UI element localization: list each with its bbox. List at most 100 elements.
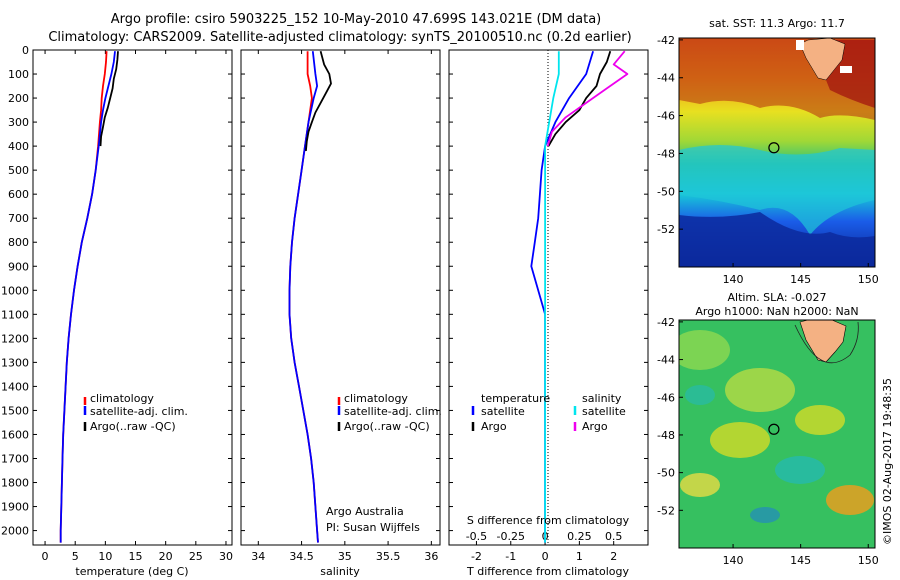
x-tick-label: 25 (189, 550, 203, 563)
map-y-tick-label: -50 (657, 467, 675, 480)
map-y-tick-label: -44 (657, 354, 675, 367)
s-diff-tick-label: 0.5 (605, 530, 623, 543)
sla-map-panel: Altim. SLA: -0.027 Argo h1000: NaN h2000… (657, 291, 879, 567)
legend-label-temp-argo: Argo (481, 420, 507, 433)
figure-title-line2: Climatology: CARS2009. Satellite-adjuste… (48, 30, 631, 45)
t-difference-xlabel: T difference from climatology (466, 565, 629, 578)
legend-title-salinity: salinity (582, 392, 622, 405)
legend-label-satellite-adj: satellite-adj. clim. (90, 405, 188, 418)
s-diff-tick-label: -0.5 (466, 530, 487, 543)
series-line-satellite-adj-clim- (288, 51, 319, 543)
sst-field (679, 38, 875, 267)
salinity-x-axis: 34 34.5 35 35.5 36 (251, 50, 438, 563)
map-y-tick-label: -44 (657, 72, 675, 85)
depth-tick-label: 400 (8, 140, 29, 153)
depth-tick-label: 300 (8, 116, 29, 129)
series-line-argo-raw-qc- (99, 51, 119, 147)
depth-tick-label: 2000 (1, 525, 29, 538)
series-line-satellite-adj-clim- (59, 51, 116, 543)
depth-tick-label: 1800 (1, 477, 29, 490)
sla-blob (725, 368, 795, 412)
map-x-tick-label: 145 (790, 273, 811, 286)
t-diff-tick-label: -1 (505, 550, 516, 563)
salinity-xlabel: salinity (320, 565, 360, 578)
sla-blob (685, 385, 715, 405)
x-tick-label: 35 (338, 550, 352, 563)
series-line-salinity-argo (546, 50, 629, 147)
t-diff-tick-label: 1 (576, 550, 583, 563)
s-difference-label: S difference from climatology (467, 514, 630, 527)
temperature-xlabel: temperature (deg C) (75, 565, 188, 578)
legend-label-climatology: climatology (344, 392, 408, 405)
argo-float-marker (768, 142, 780, 154)
depth-tick-label: 1200 (1, 332, 29, 345)
legend-label-sal-argo: Argo (582, 420, 608, 433)
difference-x-axis: -2 -1 0 1 2-0.5 -0.25 0 0.25 0.5 (466, 530, 623, 563)
sst-map-panel: sat. SST: 11.3 Argo: 11.7 140 145 150 -42 -4… (657, 17, 879, 286)
sla-blob (679, 330, 730, 370)
series-line-salinity-satellite (544, 51, 560, 543)
depth-tick-label: 1400 (1, 380, 29, 393)
s-diff-tick-label: 0.25 (567, 530, 592, 543)
sla-blob (795, 405, 845, 435)
map-x-tick-label: 140 (723, 273, 744, 286)
sla-map-ticks: 140 145 150 -42 -44 -46 -48 -50 -52 (657, 316, 879, 567)
depth-tick-label: 800 (8, 236, 29, 249)
map-x-tick-label: 145 (790, 554, 811, 567)
salinity-panel: 34 34.5 35 35.5 36 salinity climatology sate… (240, 49, 442, 578)
depth-tick-label: 900 (8, 260, 29, 273)
map-y-tick-label: -48 (657, 429, 675, 442)
map-x-tick-label: 140 (723, 554, 744, 567)
series-line-temperature-argo (547, 50, 612, 147)
t-diff-tick-label: 0 (542, 550, 549, 563)
x-tick-label: 35.5 (376, 550, 401, 563)
legend-label-argo: Argo(..raw -QC) (90, 420, 176, 433)
map-x-tick-label: 150 (858, 554, 879, 567)
t-diff-tick-label: -2 (471, 550, 482, 563)
sst-map-title: sat. SST: 11.3 Argo: 11.7 (709, 17, 845, 30)
sla-blob (680, 473, 720, 497)
map-y-tick-label: -46 (657, 110, 675, 123)
depth-tick-label: 1500 (1, 404, 29, 417)
legend-label-argo: Argo(..raw -QC) (344, 420, 430, 433)
sla-blob (710, 422, 770, 458)
tasmania-land (799, 38, 846, 81)
map-y-tick-label: -42 (657, 316, 675, 329)
map-y-tick-label: -52 (657, 223, 675, 236)
temperature-panel: 0100200300400500600700800900100011001200… (1, 44, 233, 578)
x-tick-label: 34.5 (289, 550, 314, 563)
temperature-series (59, 51, 119, 543)
map-y-tick-label: -50 (657, 185, 675, 198)
sst-nodata (796, 40, 804, 50)
legend-label-satellite-adj: satellite-adj. clim. (344, 405, 442, 418)
depth-tick-label: 1000 (1, 284, 29, 297)
sst-nodata (840, 66, 852, 73)
map-y-tick-label: -42 (657, 34, 675, 47)
difference-y-ticks (449, 49, 648, 532)
salinity-legend: climatology satellite-adj. clim. Argo(..… (337, 392, 442, 433)
map-y-tick-label: -46 (657, 391, 675, 404)
figure-title-line1: Argo profile: csiro 5903225_152 10-May-2… (111, 12, 602, 27)
imos-stamp: ©IMOS 02-Aug-2017 19:48:35 (881, 378, 894, 545)
sla-map-axes (678, 319, 876, 549)
depth-tick-label: 200 (8, 92, 29, 105)
argo-float-marker (768, 423, 780, 435)
sla-blob (775, 456, 825, 484)
credit-pi: PI: Susan Wijffels (326, 521, 420, 534)
difference-panel: -2 -1 0 1 2-0.5 -0.25 0 0.25 0.5 T difference fr… (448, 49, 649, 578)
difference-series (530, 50, 629, 543)
sst-map-axes (678, 37, 876, 268)
t-diff-tick-label: 2 (610, 550, 617, 563)
x-tick-label: 30 (219, 550, 233, 563)
legend-title-temperature: temperature (481, 392, 550, 405)
depth-tick-label: 1300 (1, 356, 29, 369)
depth-tick-label: 600 (8, 188, 29, 201)
depth-tick-label: 1100 (1, 308, 29, 321)
sla-map-title-line2: Argo h1000: NaN h2000: NaN (695, 305, 858, 318)
temperature-x-axis: 0 5 10 15 20 25 30 (42, 50, 233, 563)
depth-tick-label: 100 (8, 68, 29, 81)
depth-tick-label: 700 (8, 212, 29, 225)
series-line-climatology (59, 51, 108, 543)
map-y-tick-label: -52 (657, 504, 675, 517)
sla-field (679, 320, 875, 548)
